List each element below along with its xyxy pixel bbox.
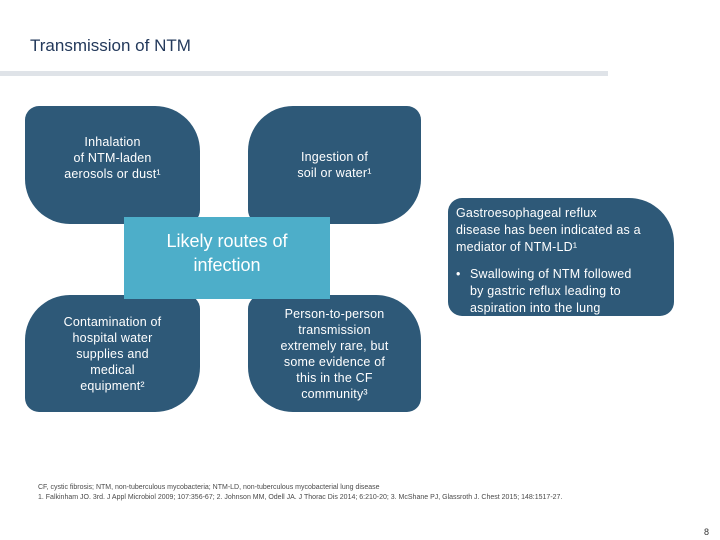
route-ingestion-box: Ingestion of soil or water¹ (248, 106, 421, 224)
gerd-intro-text: Gastroesophageal reflux disease has been… (456, 206, 641, 254)
gerd-info-panel: Gastroesophageal reflux disease has been… (448, 198, 674, 316)
footnote-references: 1. Falkinham JO. 3rd. J Appl Microbiol 2… (38, 494, 563, 501)
title-divider (0, 71, 608, 76)
bullet-icon: • (456, 267, 461, 281)
page-number: 8 (704, 527, 710, 537)
route-person-to-person-box: Person-to-person transmission extremely … (248, 295, 421, 412)
footnotes: CF, cystic fibrosis; NTM, non-tuberculou… (38, 483, 562, 503)
gerd-bullet-text: Swallowing of NTM followed by gastric re… (470, 267, 632, 315)
gerd-bullet-item: • Swallowing of NTM followed by gastric … (456, 266, 668, 317)
slide-title: Transmission of NTM (30, 36, 191, 55)
footnote-abbreviations: CF, cystic fibrosis; NTM, non-tuberculou… (38, 484, 380, 491)
route-inhalation-box: Inhalation of NTM-laden aerosols or dust… (25, 106, 200, 224)
center-label-likely-routes: Likely routes of infection (124, 217, 330, 299)
route-hospital-water-box: Contamination of hospital water supplies… (25, 295, 200, 412)
